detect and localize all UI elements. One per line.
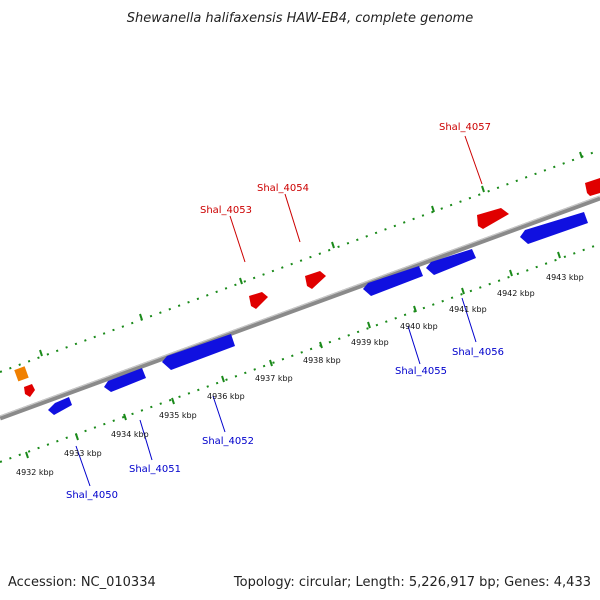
gene-reverse[interactable] [363,266,423,296]
genome-backbone-highlight [0,195,600,417]
gene-reverse[interactable] [162,334,235,370]
gene-forward[interactable] [249,292,268,309]
major-ticks [25,151,583,459]
gene-label-shal-4050: Shal_4050 [66,490,118,501]
gene-reverse[interactable] [104,368,146,392]
gene-reverse[interactable] [520,212,588,244]
scale-label: 4932 kbp [16,468,54,477]
gene-forward[interactable] [477,208,509,229]
scale-label: 4941 kbp [449,305,487,314]
gene-forward[interactable] [305,271,326,289]
scale-label: 4938 kbp [303,356,341,365]
scale-label: 4939 kbp [351,338,389,347]
label-connectors [75,135,483,487]
gene-label-shal-4051: Shal_4051 [129,464,181,475]
scale-label: 4940 kbp [400,322,438,331]
inner-tick-track [0,243,600,463]
map-title: Shewanella halifaxensis HAW-EB4, complet… [127,11,473,26]
scale-label: 4936 kbp [207,392,245,401]
topology-summary-text: Topology: circular; Length: 5,226,917 bp… [233,575,591,590]
scale-label: 4942 kbp [497,289,535,298]
gene-reverse[interactable] [426,249,476,275]
accession-text: Accession: NC_010334 [8,575,156,590]
scale-label: 4943 kbp [546,273,584,282]
gene-label-shal-4057: Shal_4057 [439,122,491,133]
scale-label: 4937 kbp [255,374,293,383]
gene-forward[interactable] [585,178,600,196]
gene-reverse[interactable] [48,397,72,415]
scale-label: 4933 kbp [64,449,102,458]
gene-label-shal-4056: Shal_4056 [452,347,504,358]
scale-label: 4935 kbp [159,411,197,420]
gene-label-shal-4053: Shal_4053 [200,205,252,216]
scale-label: 4934 kbp [111,430,149,439]
gene-label-shal-4052: Shal_4052 [202,436,254,447]
gene-label-shal-4055: Shal_4055 [395,366,447,377]
gene-label-shal-4054: Shal_4054 [257,183,309,194]
rna-gene[interactable] [14,366,29,382]
gene-forward[interactable] [24,384,35,397]
genome-backbone [0,195,600,421]
